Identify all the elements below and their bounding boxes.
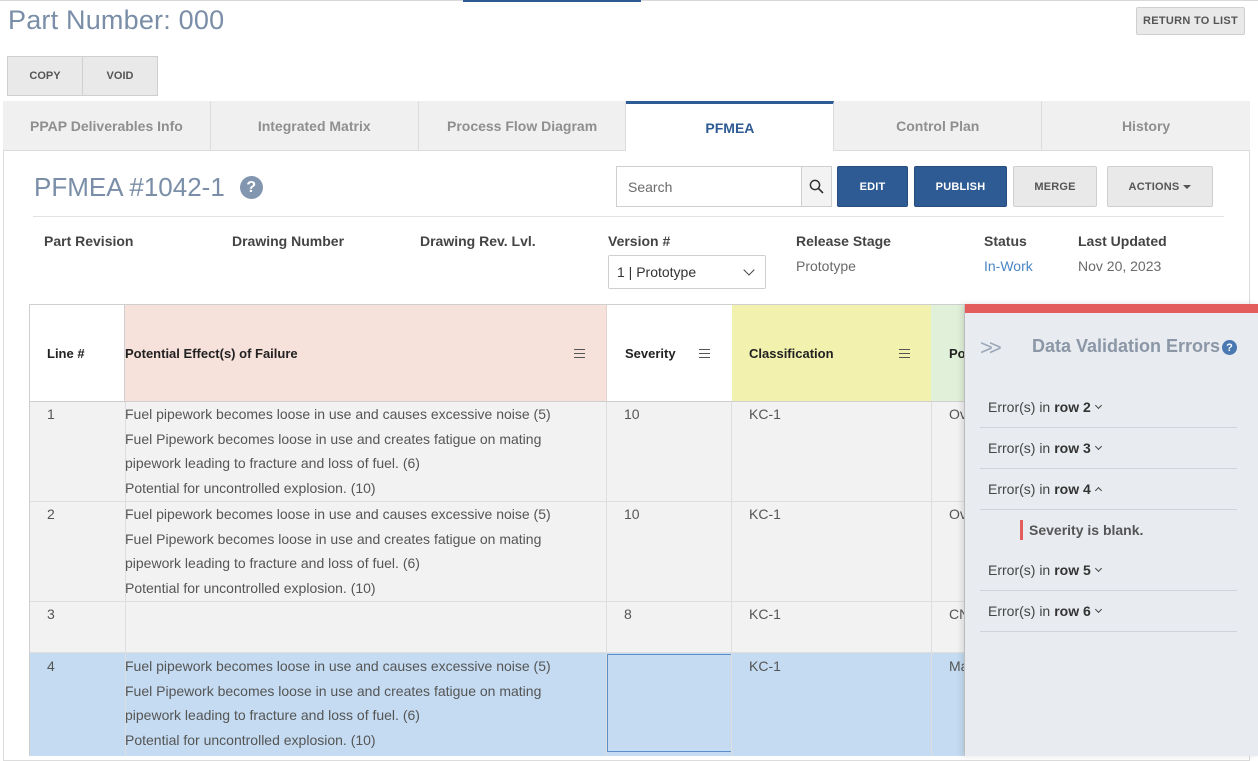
validation-panel: >> Data Validation Errors ? Error(s) in r…	[965, 304, 1258, 756]
void-button[interactable]: VOID	[83, 56, 158, 96]
table-row[interactable]: 3 8 KC-1 CN	[30, 602, 964, 653]
cell-classification[interactable]: KC-1	[749, 606, 781, 622]
column-menu-icon[interactable]	[574, 349, 585, 358]
column-header-line[interactable]: Line #	[30, 305, 125, 401]
cell-severity-selected[interactable]	[607, 654, 732, 752]
error-message[interactable]: Severity is blank.	[1020, 509, 1237, 550]
chevron-down-icon	[1094, 442, 1102, 451]
cell-next[interactable]: Ov	[949, 506, 964, 522]
actions-dropdown[interactable]: ACTIONS	[1107, 166, 1213, 207]
tab-control-plan[interactable]: Control Plan	[834, 101, 1043, 151]
release-stage-value: Prototype	[796, 258, 856, 274]
copy-button[interactable]: COPY	[7, 56, 83, 96]
column-divider	[606, 402, 607, 756]
cell-classification[interactable]: KC-1	[749, 658, 781, 674]
cell-effect: Fuel pipework becomes loose in use and c…	[125, 658, 551, 748]
cell-effect: Fuel pipework becomes loose in use and c…	[125, 406, 551, 496]
table-row-selected[interactable]: 4 Fuel pipework becomes loose in use and…	[30, 653, 964, 756]
tab-bar: PPAP Deliverables Info Integrated Matrix…	[3, 101, 1250, 151]
tab-history[interactable]: History	[1042, 101, 1250, 151]
validation-title: Data Validation Errors	[1032, 336, 1221, 356]
search-input[interactable]	[617, 167, 801, 206]
cell-next[interactable]: Ma	[949, 658, 964, 674]
error-row-toggle[interactable]: Error(s) in row 6	[980, 591, 1237, 632]
error-row-toggle[interactable]: Error(s) in row 2	[980, 387, 1237, 428]
cell-severity[interactable]: 10	[624, 506, 640, 522]
cell-line: 2	[47, 506, 55, 522]
page-title: Part Number: 000	[8, 5, 225, 35]
version-value: 1 | Prototype	[617, 264, 697, 280]
table-row[interactable]: 2 Fuel pipework becomes loose in use and…	[30, 502, 964, 602]
chevron-down-icon	[1094, 605, 1102, 614]
error-row-toggle[interactable]: Error(s) in row 5	[980, 550, 1237, 591]
caret-down-icon	[1183, 184, 1192, 189]
tab-pfmea[interactable]: PFMEA	[626, 101, 835, 151]
drawing-rev-label: Drawing Rev. Lvl.	[420, 233, 536, 249]
search-box	[616, 166, 832, 207]
column-divider	[931, 402, 932, 756]
cell-severity[interactable]: 8	[624, 606, 632, 622]
cell-classification[interactable]: KC-1	[749, 406, 781, 422]
part-revision-label: Part Revision	[44, 233, 134, 249]
validation-help-icon[interactable]: ?	[1222, 340, 1237, 355]
tab-process-flow-diagram[interactable]: Process Flow Diagram	[418, 101, 627, 151]
column-header-next[interactable]: Pot	[931, 305, 964, 401]
divider	[33, 216, 1224, 217]
cell-next[interactable]: Ov	[949, 406, 964, 422]
search-icon	[809, 179, 824, 194]
last-updated-value: Nov 20, 2023	[1078, 258, 1162, 274]
column-divider	[731, 402, 732, 756]
pfmea-title: PFMEA #1042-1	[34, 172, 225, 202]
chevron-down-icon	[743, 264, 755, 276]
search-button[interactable]	[801, 167, 831, 206]
status-label: Status	[984, 233, 1027, 249]
cell-line: 3	[47, 606, 55, 622]
column-menu-icon[interactable]	[699, 349, 710, 358]
cell-line: 1	[47, 406, 55, 422]
actions-label: ACTIONS	[1128, 180, 1180, 193]
cell-next[interactable]: CN	[949, 606, 964, 622]
drawing-number-label: Drawing Number	[232, 233, 345, 249]
cell-effect: Fuel pipework becomes loose in use and c…	[125, 506, 551, 596]
column-header-severity[interactable]: Severity	[606, 305, 732, 401]
top-accent	[463, 0, 641, 2]
version-select[interactable]: 1 | Prototype	[608, 255, 766, 289]
help-icon[interactable]: ?	[239, 176, 263, 199]
column-header-effect[interactable]: Potential Effect(s) of Failure	[125, 305, 606, 401]
table-row[interactable]: 1 Fuel pipework becomes loose in use and…	[30, 402, 964, 502]
release-stage-label: Release Stage	[796, 233, 891, 249]
column-divider	[125, 402, 126, 756]
grid-header: Line # Potential Effect(s) of Failure Se…	[30, 305, 964, 402]
edit-button[interactable]: EDIT	[837, 166, 908, 207]
error-row-toggle[interactable]: Error(s) in row 3	[980, 428, 1237, 469]
pfmea-heading: PFMEA #1042-1 ?	[34, 172, 263, 203]
part-action-group: COPY VOID	[7, 56, 158, 96]
cell-line: 4	[47, 658, 55, 674]
cell-severity[interactable]: 10	[624, 406, 640, 422]
merge-button[interactable]: MERGE	[1013, 166, 1097, 207]
column-menu-icon[interactable]	[899, 349, 910, 358]
column-header-classification[interactable]: Classification	[732, 305, 931, 401]
chevron-down-icon	[1094, 401, 1102, 410]
chevron-up-icon	[1094, 486, 1102, 495]
publish-button[interactable]: PUBLISH	[914, 166, 1007, 207]
tab-ppap-deliverables[interactable]: PPAP Deliverables Info	[3, 101, 211, 151]
return-to-list-button[interactable]: RETURN TO LIST	[1136, 7, 1245, 35]
chevron-down-icon	[1094, 564, 1102, 573]
version-label: Version #	[608, 233, 671, 249]
collapse-panel-icon[interactable]: >>	[980, 335, 1002, 360]
error-indicator	[1020, 519, 1023, 540]
status-link[interactable]: In-Work	[984, 258, 1033, 274]
cell-classification[interactable]: KC-1	[749, 506, 781, 522]
tab-integrated-matrix[interactable]: Integrated Matrix	[210, 101, 419, 151]
pfmea-grid: Line # Potential Effect(s) of Failure Se…	[29, 304, 965, 756]
last-updated-label: Last Updated	[1078, 233, 1167, 249]
error-row-toggle-expanded[interactable]: Error(s) in row 4	[980, 469, 1237, 510]
